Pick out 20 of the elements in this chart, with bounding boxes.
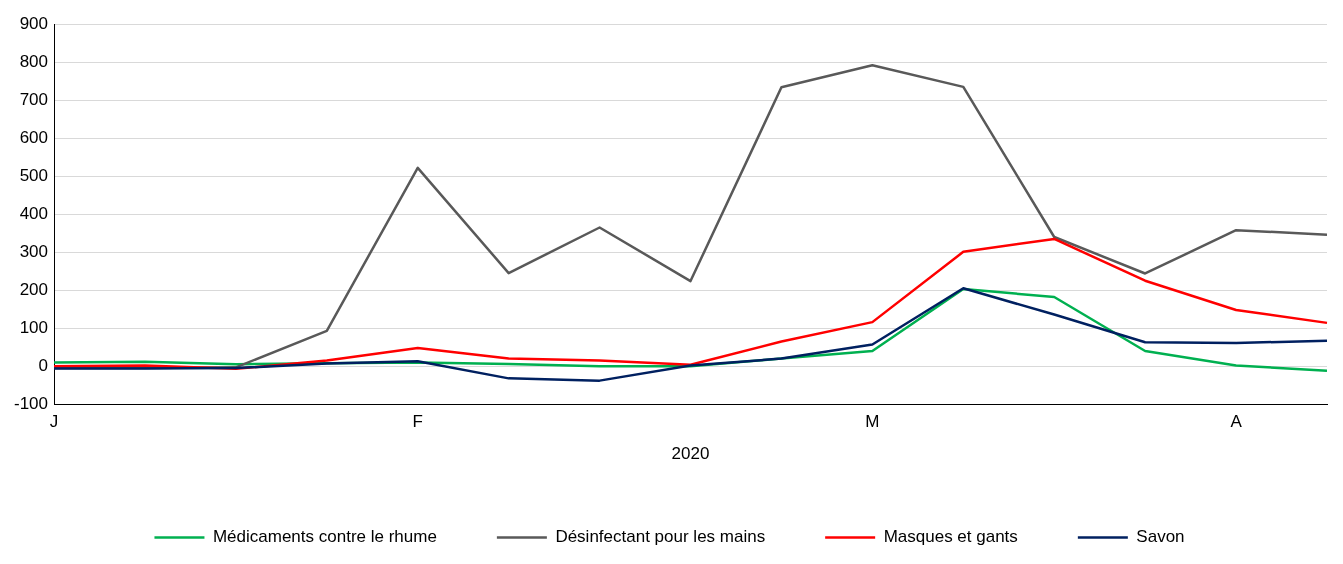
legend-label: Désinfectant pour les mains <box>555 527 766 547</box>
y-tick-label: 100 <box>19 317 49 337</box>
y-tick-label: 800 <box>19 51 49 71</box>
x-tick-label: A <box>1230 412 1243 432</box>
x-tick-label: M <box>865 412 880 432</box>
x-tick-label: F <box>412 412 423 432</box>
legend-label: Médicaments contre le rhume <box>212 527 437 547</box>
legend-label: Masques et gants <box>883 527 1018 547</box>
y-tick-label: 600 <box>19 127 49 147</box>
y-tick-label: 700 <box>19 89 49 109</box>
legend-label: Savon <box>1136 527 1185 547</box>
y-tick-label: 500 <box>19 165 49 185</box>
y-tick-label: 0 <box>38 355 49 375</box>
y-tick-label: -100 <box>13 393 49 413</box>
x-axis-title: 2020 <box>671 444 710 464</box>
x-tick-label: J <box>49 412 59 432</box>
y-tick-label: 300 <box>19 241 49 261</box>
y-tick-label: 200 <box>19 279 49 299</box>
y-tick-label: 400 <box>19 203 49 223</box>
y-tick-label: 900 <box>19 13 49 33</box>
